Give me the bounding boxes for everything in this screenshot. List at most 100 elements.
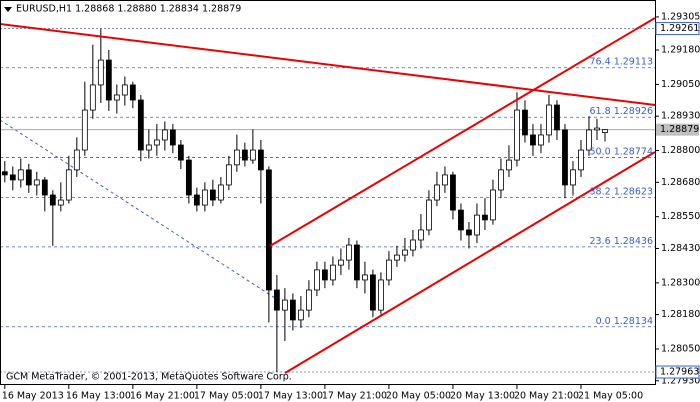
candle-body bbox=[57, 199, 64, 206]
candle-body bbox=[105, 59, 112, 101]
plot-border bbox=[0, 0, 656, 385]
candle-body bbox=[41, 179, 48, 196]
candle-body bbox=[426, 199, 432, 231]
candle-body bbox=[177, 144, 184, 161]
y-tick-label: 1.28800 bbox=[661, 145, 700, 156]
x-tick-label: 20 May 21:00 bbox=[514, 391, 579, 402]
fib-price: 1.28623 bbox=[614, 186, 653, 197]
candle-body bbox=[153, 139, 160, 146]
candle-body bbox=[434, 184, 440, 201]
trend-line bbox=[0, 119, 279, 301]
candle-body bbox=[297, 309, 304, 321]
candle-body bbox=[338, 259, 344, 266]
price-label: 1.27963 bbox=[660, 367, 699, 378]
candle-body bbox=[546, 104, 552, 136]
current-price-box bbox=[656, 123, 699, 136]
y-tick-label: 1.29180 bbox=[661, 45, 700, 56]
fib-label: 61.8 1.28926 bbox=[590, 106, 653, 117]
fib-label: 23.6 1.28436 bbox=[590, 235, 653, 246]
candle-body bbox=[73, 149, 80, 171]
x-tick-label: 17 May 05:00 bbox=[194, 391, 259, 402]
y-tick-label: 1.29050 bbox=[661, 79, 700, 90]
price-box bbox=[655, 22, 700, 36]
trend-line bbox=[0, 23, 656, 106]
channel-line bbox=[269, 17, 656, 247]
y-tick-label: 1.28430 bbox=[661, 243, 700, 254]
price-label: 1.29261 bbox=[660, 23, 699, 34]
menu-icon bbox=[4, 7, 12, 12]
candle-body bbox=[65, 169, 72, 201]
fib-ratio: 0.0 bbox=[596, 315, 611, 326]
candle-body bbox=[450, 174, 456, 211]
x-tick-label: 20 May 05:00 bbox=[386, 391, 451, 402]
x-tick-label: 16 May 21:00 bbox=[130, 391, 195, 402]
candle-body bbox=[273, 289, 280, 311]
candle-body bbox=[265, 169, 272, 291]
channel-line bbox=[284, 151, 656, 374]
x-tick-label: 16 May 2013 bbox=[2, 391, 64, 402]
x-tick-label: 20 May 13:00 bbox=[450, 391, 515, 402]
price-box bbox=[655, 365, 700, 379]
candle-body bbox=[137, 99, 144, 151]
candle-body bbox=[249, 149, 256, 161]
candle-body bbox=[346, 244, 352, 261]
candle-body bbox=[354, 244, 360, 281]
y-tick-label: 1.28550 bbox=[661, 211, 700, 222]
candle-body bbox=[161, 129, 168, 141]
candle-body bbox=[370, 274, 376, 311]
candle-body bbox=[498, 169, 504, 191]
x-tick-label: 17 May 21:00 bbox=[322, 391, 387, 402]
y-tick-label: 1.28680 bbox=[661, 177, 700, 188]
candle-body bbox=[321, 269, 328, 281]
fib-price: 1.28436 bbox=[614, 235, 653, 246]
candle-body bbox=[402, 249, 408, 256]
candle-body bbox=[514, 109, 520, 161]
candle-body bbox=[25, 169, 32, 186]
copyright: GCM MetaTrader, © 2001-2013, MetaQuotes … bbox=[6, 372, 292, 383]
candle-body bbox=[578, 149, 584, 171]
candle-body bbox=[169, 129, 176, 146]
candle-body bbox=[289, 299, 296, 321]
candle-body bbox=[562, 129, 568, 186]
candle-body bbox=[209, 189, 216, 201]
y-tick-label: 1.29305 bbox=[661, 11, 700, 22]
candle-body bbox=[97, 59, 104, 86]
candle-body bbox=[330, 264, 336, 281]
candle-body bbox=[9, 174, 16, 181]
fib-price: 1.28774 bbox=[614, 146, 653, 157]
candle-body bbox=[193, 194, 200, 206]
candle-body bbox=[602, 129, 608, 133]
candle-body bbox=[33, 179, 40, 186]
fib-price: 1.28926 bbox=[614, 106, 653, 117]
candle-body bbox=[233, 149, 240, 166]
y-tick-label: 1.28050 bbox=[661, 344, 700, 355]
candle-body bbox=[594, 127, 600, 131]
fib-label: 50.0 1.28774 bbox=[590, 146, 653, 157]
candle-body bbox=[241, 149, 248, 161]
current-price-label: 1.28879 bbox=[660, 124, 699, 135]
candle-body bbox=[257, 149, 264, 171]
chart-title: EURUSD,H1 1.28868 1.28880 1.28834 1.2887… bbox=[16, 4, 241, 15]
candle-body bbox=[386, 259, 392, 281]
candle-body bbox=[410, 239, 416, 251]
candle-body bbox=[482, 214, 488, 221]
candle-body bbox=[129, 84, 136, 101]
candle-body bbox=[490, 189, 496, 221]
fib-price: 1.28134 bbox=[614, 315, 653, 326]
candle-body bbox=[89, 84, 96, 111]
fib-ratio: 23.6 bbox=[590, 235, 611, 246]
y-tick-label: 1.28180 bbox=[661, 309, 700, 320]
fib-ratio: 76.4 bbox=[590, 56, 611, 67]
candle-body bbox=[522, 109, 528, 136]
candle-body bbox=[554, 104, 560, 131]
candle-body bbox=[185, 159, 192, 196]
candle-body bbox=[113, 94, 120, 101]
y-tick-label: 1.28930 bbox=[661, 111, 700, 122]
candle-body bbox=[458, 209, 464, 231]
candle-body bbox=[442, 174, 448, 186]
fib-ratio: 50.0 bbox=[590, 146, 611, 157]
fib-label: 76.4 1.29113 bbox=[590, 56, 653, 67]
x-tick-label: 17 May 13:00 bbox=[258, 391, 323, 402]
candle-body bbox=[225, 164, 232, 186]
